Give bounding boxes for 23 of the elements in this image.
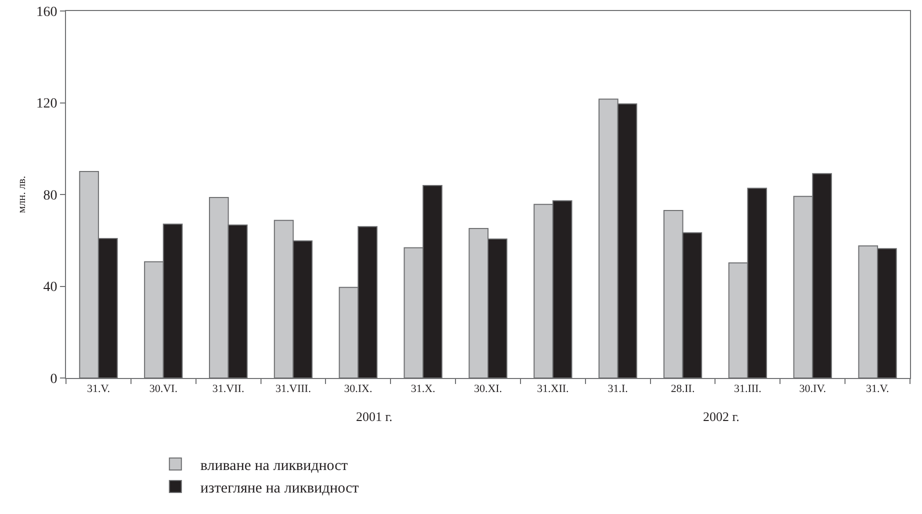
y-axis-title: млн. лв. — [16, 176, 28, 214]
text: 2001 г. — [356, 409, 392, 424]
x-tick-label: 30.XI. — [474, 383, 502, 396]
x-tick-label: 28.II. — [670, 383, 695, 396]
x-tick-label: 31.V. — [866, 383, 890, 396]
x-tick-label: 31.X. — [410, 383, 436, 396]
y-tick-label: 120 — [36, 96, 58, 112]
x-tick-label: 30.VI. — [149, 383, 178, 396]
x-tick-label: 31.V. — [86, 383, 110, 396]
legend-label: изтегляне на ликвидност — [200, 480, 360, 496]
x-tick-label: 30.IV. — [799, 383, 826, 396]
y-tick-label: 80 — [43, 188, 58, 204]
x-tick-label: 30.IX. — [344, 383, 372, 396]
y-tick-label: 40 — [43, 280, 58, 296]
x-tick-label: 31.I. — [608, 383, 628, 396]
legend-label: вливане на ликвидност — [200, 458, 348, 474]
x-tick-label: 31.XII. — [537, 383, 570, 396]
x-tick-label: 31.VII. — [212, 383, 244, 396]
y-tick-label: 160 — [36, 4, 58, 20]
y-tick-label: 0 — [50, 372, 58, 387]
text: 2002 г. — [703, 409, 740, 424]
x-tick-label: 31.III. — [734, 383, 762, 396]
x-tick-label: 31.VIII. — [276, 383, 312, 396]
